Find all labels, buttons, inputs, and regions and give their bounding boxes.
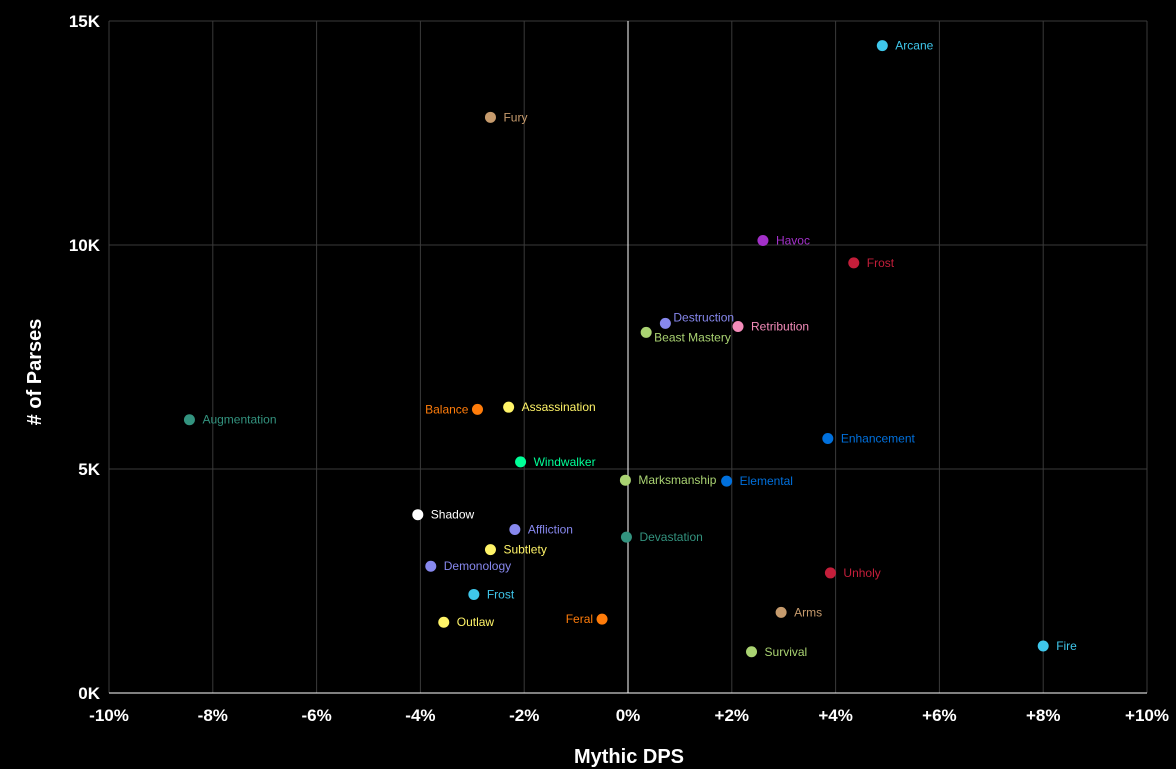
data-point-label: Enhancement <box>841 432 916 446</box>
data-point-label: Affliction <box>528 522 573 536</box>
data-point-group: Affliction <box>509 522 573 536</box>
axis-layer: -10% -8% -6% -4% -2% 0% +2% +4% +6% +8% +10% 0K 5K 10… <box>69 12 1169 725</box>
y-tick-label: 0K <box>78 684 100 703</box>
x-tick-label: +8% <box>1026 706 1061 725</box>
data-point-group: Demonology <box>425 559 511 573</box>
data-point-group: Frost <box>848 256 895 270</box>
data-point[interactable] <box>596 613 608 625</box>
data-point-group: Beast Mastery <box>640 326 731 344</box>
y-axis-title: # of Parses <box>24 319 46 426</box>
data-point-label: Unholy <box>843 566 880 580</box>
data-point-group: Assassination <box>503 400 596 414</box>
x-tick-label: -10% <box>89 706 129 725</box>
data-point-label: Arcane <box>895 39 933 53</box>
x-tick-label: -6% <box>301 706 331 725</box>
data-point[interactable] <box>746 646 758 658</box>
data-point[interactable] <box>183 414 195 426</box>
data-point[interactable] <box>876 40 888 52</box>
data-point-label: Destruction <box>673 310 734 324</box>
data-point-label: Elemental <box>740 474 793 488</box>
data-point-group: Fury <box>484 110 527 124</box>
data-point[interactable] <box>822 433 834 445</box>
data-point-label: Devastation <box>639 530 702 544</box>
data-point-group: Devastation <box>620 530 703 544</box>
data-point-label: Outlaw <box>457 615 495 629</box>
data-point[interactable] <box>412 509 424 521</box>
x-tick-label: +10% <box>1125 706 1169 725</box>
data-point[interactable] <box>659 317 671 329</box>
data-point-group: Enhancement <box>822 432 916 446</box>
data-point-group: Arcane <box>876 39 934 53</box>
x-axis-title: Mythic DPS <box>574 746 684 768</box>
data-point-group: Feral <box>566 612 608 626</box>
data-point[interactable] <box>503 401 515 413</box>
data-point-label: Feral <box>566 612 593 626</box>
data-point-group: Windwalker <box>515 455 596 469</box>
data-point[interactable] <box>732 321 744 333</box>
data-point[interactable] <box>775 606 787 618</box>
data-point-label: Frost <box>487 587 515 601</box>
data-point-label: Marksmanship <box>638 473 716 487</box>
data-point[interactable] <box>484 111 496 123</box>
data-point-label: Subtlety <box>503 543 546 557</box>
x-tick-label: +6% <box>922 706 957 725</box>
data-point-group: Havoc <box>757 234 810 248</box>
data-point[interactable] <box>1037 640 1049 652</box>
data-point[interactable] <box>619 474 631 486</box>
data-point[interactable] <box>509 523 521 535</box>
data-point-label: Fire <box>1056 639 1077 653</box>
data-point[interactable] <box>515 456 527 468</box>
data-point[interactable] <box>721 475 733 487</box>
data-point-group: Survival <box>746 645 807 659</box>
data-point-group: Destruction <box>659 310 734 329</box>
data-point[interactable] <box>425 560 437 572</box>
data-point[interactable] <box>757 235 769 247</box>
data-point-label: Windwalker <box>534 455 596 469</box>
data-point[interactable] <box>484 544 496 556</box>
data-point[interactable] <box>640 326 652 338</box>
data-point[interactable] <box>468 588 480 600</box>
data-point-label: Balance <box>425 402 469 416</box>
data-point-label: Survival <box>765 645 808 659</box>
data-point-label: Frost <box>867 256 895 270</box>
data-point-label: Havoc <box>776 234 810 248</box>
data-point[interactable] <box>471 403 483 415</box>
x-tick-label: +4% <box>818 706 853 725</box>
data-point-label: Retribution <box>751 320 809 334</box>
data-point-label: Shadow <box>431 508 475 522</box>
x-tick-label: 0% <box>616 706 641 725</box>
y-tick-label: 5K <box>78 460 100 479</box>
data-point[interactable] <box>824 567 836 579</box>
data-point-group: Elemental <box>721 474 793 488</box>
x-tick-label: +2% <box>715 706 750 725</box>
data-point-group: Arms <box>775 605 822 619</box>
data-point-group: Fire <box>1037 639 1077 653</box>
data-point-group: Frost <box>468 587 515 601</box>
data-point-label: Arms <box>794 605 822 619</box>
data-point-group: Marksmanship <box>619 473 717 487</box>
data-point-group: Shadow <box>412 508 475 522</box>
data-point-group: Augmentation <box>183 413 277 427</box>
data-point-group: Subtlety <box>484 543 547 557</box>
data-point[interactable] <box>848 257 860 269</box>
y-tick-label: 10K <box>69 236 101 255</box>
data-point-group: Retribution <box>732 320 809 334</box>
data-point-label: Augmentation <box>202 413 276 427</box>
data-point-label: Fury <box>503 110 527 124</box>
x-tick-label: -4% <box>405 706 435 725</box>
data-point[interactable] <box>620 531 632 543</box>
x-tick-label: -2% <box>509 706 539 725</box>
data-point-group: Balance <box>425 402 483 416</box>
y-tick-label: 15K <box>69 12 101 31</box>
x-tick-label: -8% <box>198 706 228 725</box>
data-point-label: Beast Mastery <box>654 330 731 344</box>
points-layer: Arcane Fury Havoc Frost Destruction Retributi… <box>183 39 1077 659</box>
data-point-label: Demonology <box>444 559 511 573</box>
data-point-group: Unholy <box>824 566 881 580</box>
data-point[interactable] <box>438 616 450 628</box>
data-point-label: Assassination <box>522 400 596 414</box>
data-point-group: Outlaw <box>438 615 494 629</box>
